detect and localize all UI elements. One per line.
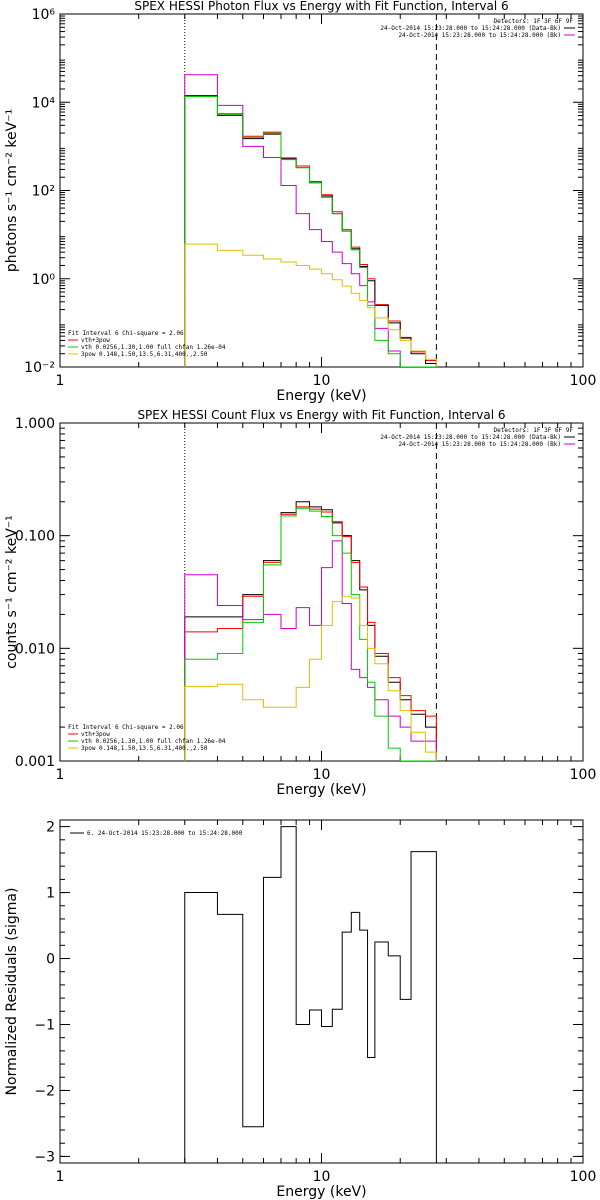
x-axis-label: Energy (keV) <box>276 388 366 404</box>
series-vth-3pow <box>184 506 437 761</box>
y-tick-label: 0 <box>46 952 55 968</box>
series-vth-3pow <box>184 95 437 367</box>
y-tick-label: 0.100 <box>15 529 55 545</box>
x-tick-label: 100 <box>570 1169 597 1185</box>
chart-title: SPEX HESSI Photon Flux vs Energy with Fi… <box>134 0 508 13</box>
x-axis-label: Energy (keV) <box>276 782 366 798</box>
series-data-bk <box>184 95 437 367</box>
y-tick-label: 2 <box>46 820 55 836</box>
series-bk <box>184 74 437 367</box>
x-tick-label: 10 <box>313 1169 331 1185</box>
series-vth <box>184 95 437 367</box>
fit-info-label: Fit Interval 6 Chi-square = 2.06 <box>68 724 184 731</box>
y-tick-label: 1.000 <box>15 416 55 432</box>
legend-bottom-text: vth 0.0256,1.30,1.00 full chfan 1.26e-04 <box>81 344 226 351</box>
y-axis-label: photons s⁻¹ cm⁻² keV⁻¹ <box>4 109 20 272</box>
y-tick-label: 1 <box>46 886 55 902</box>
legend-bottom-text: vth 0.0256,1.30,1.00 full chfan 1.26e-04 <box>81 738 226 745</box>
chart-panel-2: 1 10 100 0.001 0.010 0.100 1.000 SPEX HESSI Cou… <box>4 408 596 798</box>
plot-frame <box>59 819 584 1164</box>
y-tick-label: 10⁶ <box>32 7 56 23</box>
legend-top-text: 24-Oct-2014 15:23:28.000 to 15:24:28.000… <box>380 434 561 441</box>
detectors-label: Detectors: 1F 3F 6F 9F <box>494 427 574 434</box>
x-tick-label: 100 <box>570 767 597 783</box>
x-tick-label: 1 <box>56 373 65 389</box>
series-6-24-oct-2014-15-23-28-000-to-15-24-28-000 <box>184 826 437 1163</box>
legend-bottom-text: 3pow 0.148,1.50,13.5,6.31,400.,2.50 <box>81 351 208 358</box>
legend-top-text: 24-Oct-2014 15:23:28.000 to 15:24:28.000… <box>380 25 561 32</box>
x-tick-label: 10 <box>313 767 331 783</box>
x-tick-label: 100 <box>570 373 597 389</box>
x-axis-label: Energy (keV) <box>276 1184 366 1200</box>
y-axis-label: Normalized Residuals (sigma) <box>4 888 20 1096</box>
y-tick-label: 10² <box>32 184 55 200</box>
legend-top-text: 24-Oct-2014 15:23:28.000 to 15:24:28.000… <box>398 441 561 448</box>
legend-bottom-text: vth+3pow <box>81 337 110 344</box>
y-tick-label: 0.010 <box>15 641 55 657</box>
y-tick-label: −3 <box>34 1149 55 1165</box>
y-tick-label: 0.001 <box>15 754 55 770</box>
y-tick-label: 10⁴ <box>32 95 56 111</box>
legend-top-text: 24-Oct-2014 15:23:28.000 to 15:24:28.000… <box>398 32 561 39</box>
chart-panel-3: 1 10 100 −3 −2 −1 0 1 2 Energy (keV) Normalized Re… <box>4 819 597 1200</box>
series-3pow <box>184 595 437 761</box>
y-tick-label: −1 <box>34 1017 55 1033</box>
x-tick-label: 1 <box>56 767 65 783</box>
y-tick-label: −2 <box>34 1083 55 1099</box>
legend-bottom-text: 3pow 0.148,1.50,13.5,6.31,400.,2.50 <box>81 745 208 752</box>
series-bk <box>184 540 437 761</box>
y-tick-label: 10⁻² <box>24 360 55 376</box>
series-data-bk <box>184 501 437 761</box>
legend-bottom-text: vth+3pow <box>81 731 110 738</box>
x-tick-label: 10 <box>313 373 331 389</box>
chart-title: SPEX HESSI Count Flux vs Energy with Fit… <box>137 408 505 422</box>
y-axis-label: counts s⁻¹ cm⁻² keV⁻¹ <box>4 515 20 669</box>
fit-info-label: Fit Interval 6 Chi-square = 2.06 <box>68 330 184 337</box>
detectors-label: Detectors: 1F 3F 6F 9F <box>494 18 574 25</box>
legend-text: 6. 24-Oct-2014 15:23:28.000 to 15:24:28.… <box>87 830 243 837</box>
chart-panel-1: 1 10 100 10⁻² 10⁰ 10² 10⁴ 10⁶ SPEX HESSI Photon … <box>4 0 596 404</box>
series-3pow <box>184 243 437 367</box>
y-tick-label: 10⁰ <box>32 272 56 288</box>
series-vth <box>184 507 437 761</box>
x-tick-label: 1 <box>56 1169 65 1185</box>
